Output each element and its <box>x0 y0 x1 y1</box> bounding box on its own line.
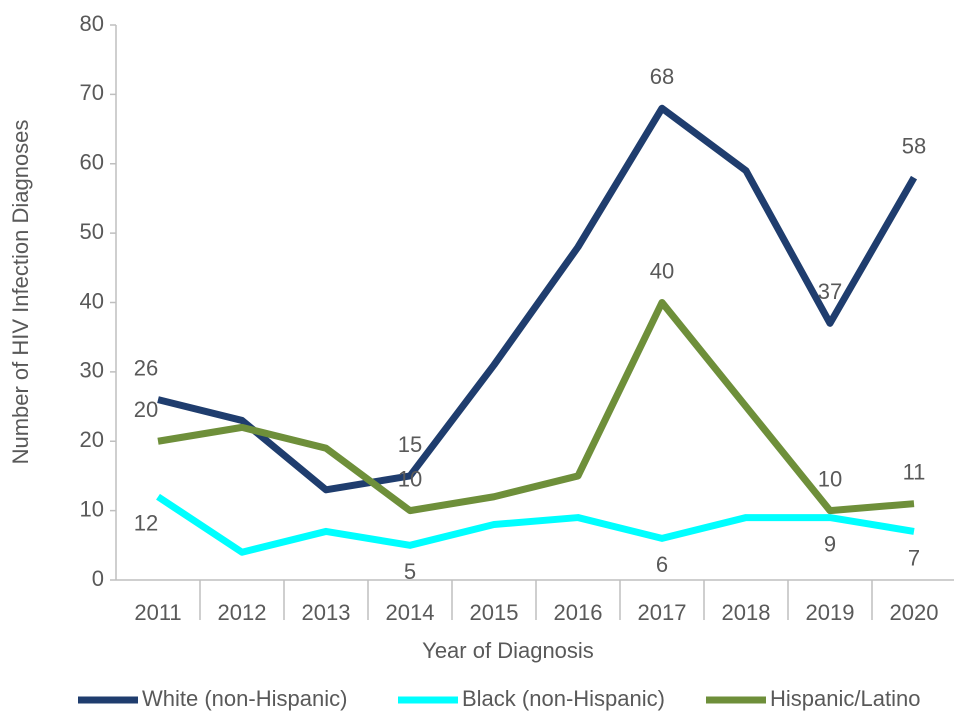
y-tick-label: 60 <box>80 150 104 175</box>
y-tick-label: 20 <box>80 427 104 452</box>
y-tick-label: 30 <box>80 358 104 383</box>
y-tick-label: 50 <box>80 219 104 244</box>
y-tick-label: 80 <box>80 11 104 36</box>
data-label: 9 <box>824 531 836 556</box>
x-tick-label: 2014 <box>386 600 435 625</box>
y-axis-label: Number of HIV Infection Diagnoses <box>8 120 33 465</box>
series-line <box>156 493 915 556</box>
y-tick-label: 40 <box>80 288 104 313</box>
data-label: 15 <box>398 432 422 457</box>
x-axis-label: Year of Diagnosis <box>422 638 594 663</box>
data-label: 10 <box>818 466 842 491</box>
data-label: 58 <box>902 133 926 158</box>
legend-label: White (non-Hispanic) <box>142 686 347 711</box>
x-tick-label: 2018 <box>722 600 771 625</box>
data-label: 68 <box>650 64 674 89</box>
x-tick-label: 2011 <box>134 600 181 625</box>
data-label: 20 <box>134 397 158 422</box>
x-tick-label: 2017 <box>638 600 687 625</box>
legend-label: Hispanic/Latino <box>770 686 920 711</box>
x-tick-label: 2020 <box>890 600 939 625</box>
data-label: 6 <box>656 552 668 577</box>
x-tick-label: 2015 <box>470 600 519 625</box>
series-line <box>157 104 918 494</box>
series-line <box>157 299 915 515</box>
x-tick-label: 2012 <box>218 600 267 625</box>
legend-label: Black (non-Hispanic) <box>462 686 665 711</box>
data-label: 7 <box>908 545 920 570</box>
x-tick-label: 2016 <box>554 600 603 625</box>
data-label: 40 <box>650 258 674 283</box>
data-label: 26 <box>134 355 158 380</box>
data-label: 5 <box>404 559 416 584</box>
data-label: 11 <box>903 460 926 485</box>
y-tick-label: 70 <box>80 80 104 105</box>
data-label: 10 <box>398 466 422 491</box>
x-tick-label: 2019 <box>806 600 855 625</box>
y-tick-label: 0 <box>92 566 104 591</box>
x-tick-label: 2013 <box>302 600 351 625</box>
data-label: 37 <box>818 279 842 304</box>
data-label: 12 <box>134 511 158 536</box>
y-tick-label: 10 <box>80 496 104 521</box>
